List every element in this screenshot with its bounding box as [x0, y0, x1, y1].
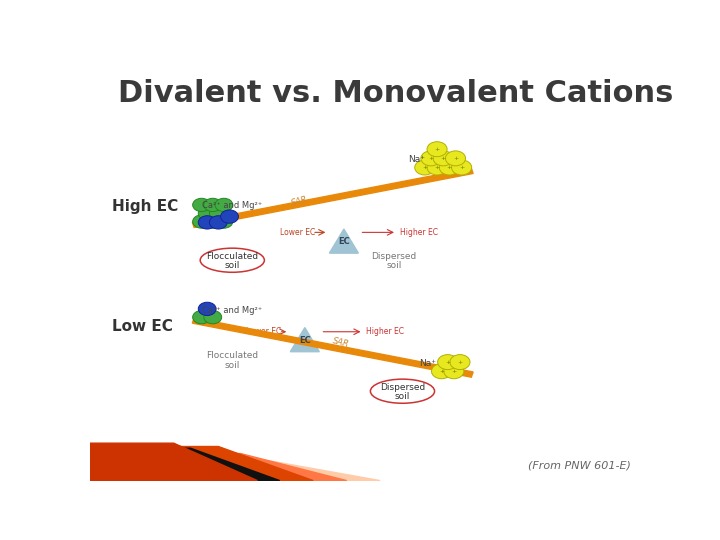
Polygon shape	[290, 328, 320, 352]
Text: Ca²⁺ and Mg²⁺: Ca²⁺ and Mg²⁺	[202, 306, 262, 315]
Text: Dispersed: Dispersed	[372, 252, 417, 261]
Text: +: +	[441, 156, 446, 161]
Polygon shape	[329, 229, 359, 253]
Circle shape	[215, 198, 233, 212]
Text: +: +	[453, 156, 458, 161]
Circle shape	[204, 215, 222, 228]
Text: Lower EC: Lower EC	[280, 228, 315, 237]
Text: EC: EC	[338, 237, 350, 246]
Text: EC: EC	[299, 336, 311, 345]
Text: Lower EC: Lower EC	[246, 327, 282, 336]
Circle shape	[193, 198, 210, 212]
Text: +: +	[428, 156, 433, 161]
Text: Na⁺: Na⁺	[419, 359, 436, 368]
Polygon shape	[90, 461, 380, 481]
Text: High EC: High EC	[112, 199, 179, 214]
Circle shape	[431, 364, 451, 379]
Circle shape	[450, 355, 470, 369]
Text: +: +	[457, 360, 462, 365]
Polygon shape	[90, 447, 313, 481]
Circle shape	[198, 207, 216, 220]
Text: Divalent vs. Monovalent Cations: Divalent vs. Monovalent Cations	[118, 79, 673, 109]
Polygon shape	[90, 448, 280, 481]
Text: SAR: SAR	[332, 336, 351, 349]
Text: +: +	[422, 165, 428, 170]
Text: soil: soil	[225, 361, 240, 370]
Circle shape	[444, 364, 464, 379]
Text: soil: soil	[387, 261, 402, 270]
Text: Higher EC: Higher EC	[400, 228, 438, 237]
Text: (From PNW 601-E): (From PNW 601-E)	[528, 460, 631, 470]
Circle shape	[415, 160, 435, 175]
FancyArrow shape	[192, 168, 473, 227]
Text: Higher EC: Higher EC	[366, 327, 404, 336]
Polygon shape	[90, 454, 347, 481]
Text: Flocculated: Flocculated	[206, 352, 258, 360]
Text: +: +	[459, 165, 464, 170]
Polygon shape	[90, 443, 258, 481]
Circle shape	[215, 215, 233, 228]
Text: Low EC: Low EC	[112, 319, 174, 334]
FancyArrow shape	[192, 318, 473, 377]
Circle shape	[427, 160, 447, 175]
Text: +: +	[434, 165, 440, 170]
Circle shape	[451, 160, 472, 175]
Text: +: +	[439, 369, 444, 374]
Circle shape	[446, 151, 466, 166]
Circle shape	[193, 215, 210, 228]
Text: Dispersed: Dispersed	[380, 382, 425, 392]
Text: soil: soil	[395, 392, 410, 401]
Circle shape	[198, 302, 216, 315]
Circle shape	[204, 198, 222, 212]
Circle shape	[204, 310, 222, 324]
Text: Na⁺: Na⁺	[408, 155, 425, 164]
Text: +: +	[446, 165, 452, 170]
Text: Ca²⁺ and Mg²⁺: Ca²⁺ and Mg²⁺	[202, 201, 262, 210]
Circle shape	[210, 207, 228, 220]
Text: +: +	[434, 147, 440, 152]
Circle shape	[427, 141, 447, 157]
Text: SAR: SAR	[290, 195, 309, 208]
Circle shape	[439, 160, 459, 175]
Text: Flocculated: Flocculated	[206, 252, 258, 261]
Text: +: +	[445, 360, 450, 365]
Text: soil: soil	[225, 261, 240, 270]
Circle shape	[198, 216, 216, 229]
Circle shape	[193, 310, 210, 324]
Circle shape	[438, 355, 458, 369]
Text: +: +	[451, 369, 456, 374]
Circle shape	[220, 210, 238, 223]
Circle shape	[433, 151, 454, 166]
Circle shape	[210, 216, 228, 229]
Circle shape	[421, 151, 441, 166]
